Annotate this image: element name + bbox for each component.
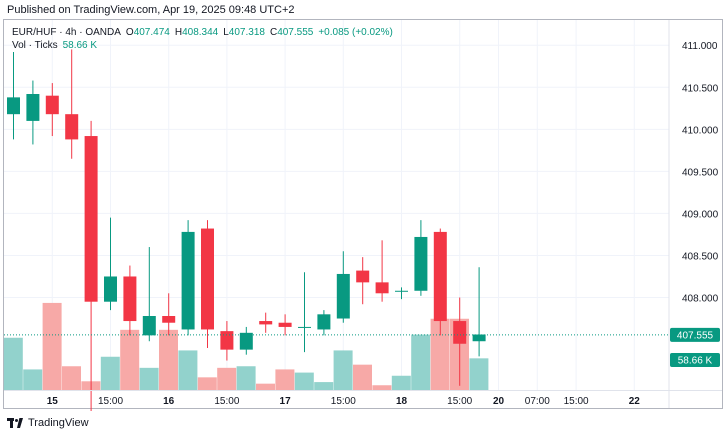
candle-body bbox=[472, 334, 486, 342]
volume-bar bbox=[3, 337, 23, 390]
change-value: +0.085 (+0.02%) bbox=[318, 27, 393, 38]
candle-body bbox=[336, 273, 350, 319]
candle-body bbox=[298, 326, 311, 328]
volume-value: 58.66 K bbox=[62, 40, 98, 51]
x-tick-label: 15:00 bbox=[331, 396, 356, 407]
volume-bar bbox=[100, 356, 120, 390]
candle-body bbox=[317, 314, 331, 330]
x-tick-label: 16 bbox=[163, 396, 175, 407]
y-tick-label: 409.500 bbox=[682, 167, 719, 178]
y-tick-label: 409.000 bbox=[682, 209, 719, 220]
x-tick-label: 17 bbox=[280, 396, 292, 407]
candle-body bbox=[220, 331, 234, 350]
last-volume-label: 58.66 K bbox=[678, 356, 713, 367]
x-tick-label: 15 bbox=[47, 396, 59, 407]
volume-bar bbox=[314, 382, 334, 390]
candle-body bbox=[162, 316, 176, 323]
y-tick-label: 410.000 bbox=[682, 125, 719, 136]
x-tick-label: 18 bbox=[396, 396, 408, 407]
open-label: O bbox=[125, 27, 134, 38]
chart-legend: EUR/HUF · 4h · OANDA O 407.474 H 408.344 L… bbox=[12, 26, 393, 52]
candle-body bbox=[356, 270, 370, 283]
volume-bar bbox=[294, 372, 314, 390]
low-label: L bbox=[223, 27, 229, 38]
candle-body bbox=[104, 276, 117, 302]
volume-bar bbox=[353, 364, 372, 390]
candle-body bbox=[142, 316, 156, 336]
y-tick-label: 408.000 bbox=[682, 294, 719, 305]
chart-frame bbox=[3, 19, 723, 409]
candle-body bbox=[181, 231, 195, 330]
volume-bar bbox=[178, 350, 198, 390]
candle-body bbox=[7, 97, 20, 115]
last-price-badge bbox=[670, 327, 720, 342]
volume-bar bbox=[217, 367, 237, 390]
volume-bar bbox=[236, 366, 256, 390]
tradingview-brand: TradingView bbox=[28, 417, 89, 429]
volume-bar bbox=[430, 318, 450, 390]
volume-bar bbox=[62, 366, 81, 390]
candle-body bbox=[65, 114, 79, 140]
candle-body bbox=[123, 276, 137, 322]
high-label: H bbox=[174, 27, 183, 38]
y-tick-label: 411.000 bbox=[682, 41, 718, 52]
volume-bar bbox=[391, 375, 411, 390]
candle-body bbox=[84, 136, 98, 302]
candle-body bbox=[26, 94, 40, 121]
last-volume-badge bbox=[670, 353, 720, 367]
symbol-label: EUR/HUF · 4h · OANDA bbox=[12, 27, 121, 38]
candle-body bbox=[45, 95, 59, 115]
volume-bar bbox=[411, 334, 431, 390]
x-tick-label: 07:00 bbox=[525, 396, 550, 407]
candle-body bbox=[433, 231, 447, 322]
tradingview-logo-icon bbox=[7, 417, 23, 429]
volume-bar bbox=[333, 350, 353, 390]
volume-bar bbox=[256, 383, 275, 390]
volume-bar bbox=[159, 329, 178, 390]
volume-bar bbox=[372, 385, 392, 390]
close-value: 407.555 bbox=[277, 27, 314, 38]
y-tick-label: 410.500 bbox=[682, 83, 719, 94]
volume-bar bbox=[139, 367, 159, 390]
x-tick-label: 15:00 bbox=[98, 396, 123, 407]
volume-bar bbox=[469, 358, 489, 390]
x-tick-label: 15:00 bbox=[214, 396, 239, 407]
candle-body bbox=[414, 236, 428, 291]
candle-body bbox=[201, 228, 214, 330]
footer: TradingView bbox=[7, 417, 89, 429]
x-tick-label: 15:00 bbox=[447, 396, 472, 407]
last-price-label: 407.555 bbox=[677, 330, 714, 341]
volume-bar bbox=[197, 377, 217, 390]
low-value: 407.318 bbox=[228, 27, 265, 38]
y-tick-label: 408.500 bbox=[682, 251, 719, 262]
x-tick-label: 15:00 bbox=[564, 396, 589, 407]
x-tick-label: 22 bbox=[629, 396, 641, 407]
volume-bar bbox=[120, 329, 140, 390]
candle-body bbox=[395, 290, 408, 292]
close-label: C bbox=[269, 27, 278, 38]
volume-label: Vol · Ticks bbox=[12, 40, 58, 51]
high-value: 408.344 bbox=[182, 27, 219, 38]
x-tick-label: 20 bbox=[493, 396, 505, 407]
candle-body bbox=[375, 282, 389, 294]
candle-body bbox=[278, 322, 292, 327]
candle-body bbox=[453, 321, 467, 344]
candle-body bbox=[259, 321, 273, 325]
candle-body bbox=[239, 332, 253, 350]
volume-bar bbox=[42, 302, 62, 390]
open-value: 407.474 bbox=[133, 27, 170, 38]
volume-bar bbox=[275, 369, 295, 390]
volume-bar bbox=[23, 369, 43, 390]
published-header: Published on TradingView.com, Apr 19, 20… bbox=[7, 4, 295, 16]
